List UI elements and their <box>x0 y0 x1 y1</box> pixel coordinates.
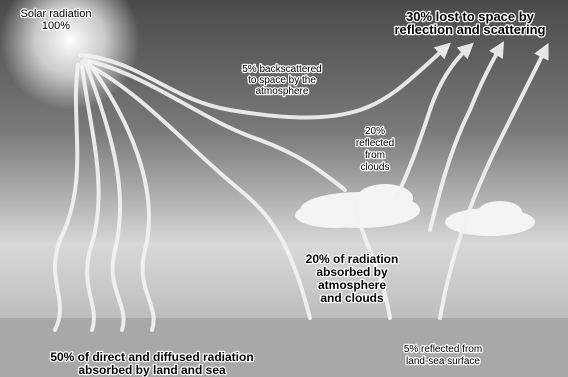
label-line: absorbed by land and sea <box>78 363 226 377</box>
diagram: Solar radiation 100% 5% backscattered to… <box>0 0 568 377</box>
label-line: 20% of radiation <box>306 252 399 266</box>
label-line: 5% reflected from <box>404 344 482 355</box>
title-line: 100% <box>42 20 70 32</box>
label-line: atmosphere <box>318 278 386 292</box>
label-line: land-sea surface <box>406 356 480 367</box>
label-line: from <box>365 150 385 161</box>
label-line: 50% of direct and diffused radiation <box>50 350 253 364</box>
label-line: reflected <box>356 138 394 149</box>
label-line: atmosphere <box>256 86 309 97</box>
label-line: and clouds <box>320 291 384 305</box>
page: {"title": ["Solar radiation", "100%"], "… <box>0 0 568 377</box>
label-line: 5% backscattered <box>242 64 322 75</box>
label-line: 20% <box>365 126 385 137</box>
label-line: clouds <box>361 162 390 173</box>
label-line: reflection and scattering <box>395 22 546 37</box>
title-line: Solar radiation <box>21 8 92 20</box>
label-line: to space by the <box>248 75 316 86</box>
label-line: absorbed by <box>316 265 388 279</box>
